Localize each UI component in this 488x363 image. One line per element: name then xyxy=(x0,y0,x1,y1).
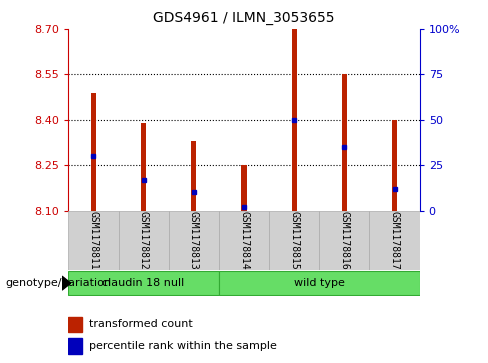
Text: transformed count: transformed count xyxy=(89,319,193,329)
Bar xyxy=(292,29,297,211)
FancyBboxPatch shape xyxy=(169,211,219,270)
Bar xyxy=(342,74,347,211)
Bar xyxy=(68,338,82,354)
Text: GSM1178813: GSM1178813 xyxy=(189,211,199,270)
FancyBboxPatch shape xyxy=(319,211,369,270)
FancyBboxPatch shape xyxy=(219,271,420,295)
Text: GSM1178814: GSM1178814 xyxy=(239,211,249,270)
FancyBboxPatch shape xyxy=(68,211,119,270)
Text: percentile rank within the sample: percentile rank within the sample xyxy=(89,341,277,351)
Text: genotype/variation: genotype/variation xyxy=(5,278,111,288)
FancyBboxPatch shape xyxy=(269,211,319,270)
Bar xyxy=(242,165,246,211)
FancyBboxPatch shape xyxy=(119,211,169,270)
Bar xyxy=(68,317,82,332)
Bar xyxy=(91,93,96,211)
Text: GSM1178812: GSM1178812 xyxy=(139,211,149,270)
Text: GSM1178817: GSM1178817 xyxy=(389,211,400,270)
Bar xyxy=(141,123,146,211)
Text: GSM1178816: GSM1178816 xyxy=(339,211,349,270)
FancyBboxPatch shape xyxy=(68,271,219,295)
Text: GSM1178811: GSM1178811 xyxy=(88,211,99,270)
Text: GSM1178815: GSM1178815 xyxy=(289,211,299,270)
Bar xyxy=(392,120,397,211)
FancyBboxPatch shape xyxy=(369,211,420,270)
Bar xyxy=(191,141,196,211)
Text: claudin 18 null: claudin 18 null xyxy=(102,278,185,288)
FancyBboxPatch shape xyxy=(219,211,269,270)
Text: wild type: wild type xyxy=(294,278,345,288)
Title: GDS4961 / ILMN_3053655: GDS4961 / ILMN_3053655 xyxy=(153,11,335,25)
Polygon shape xyxy=(62,276,71,290)
